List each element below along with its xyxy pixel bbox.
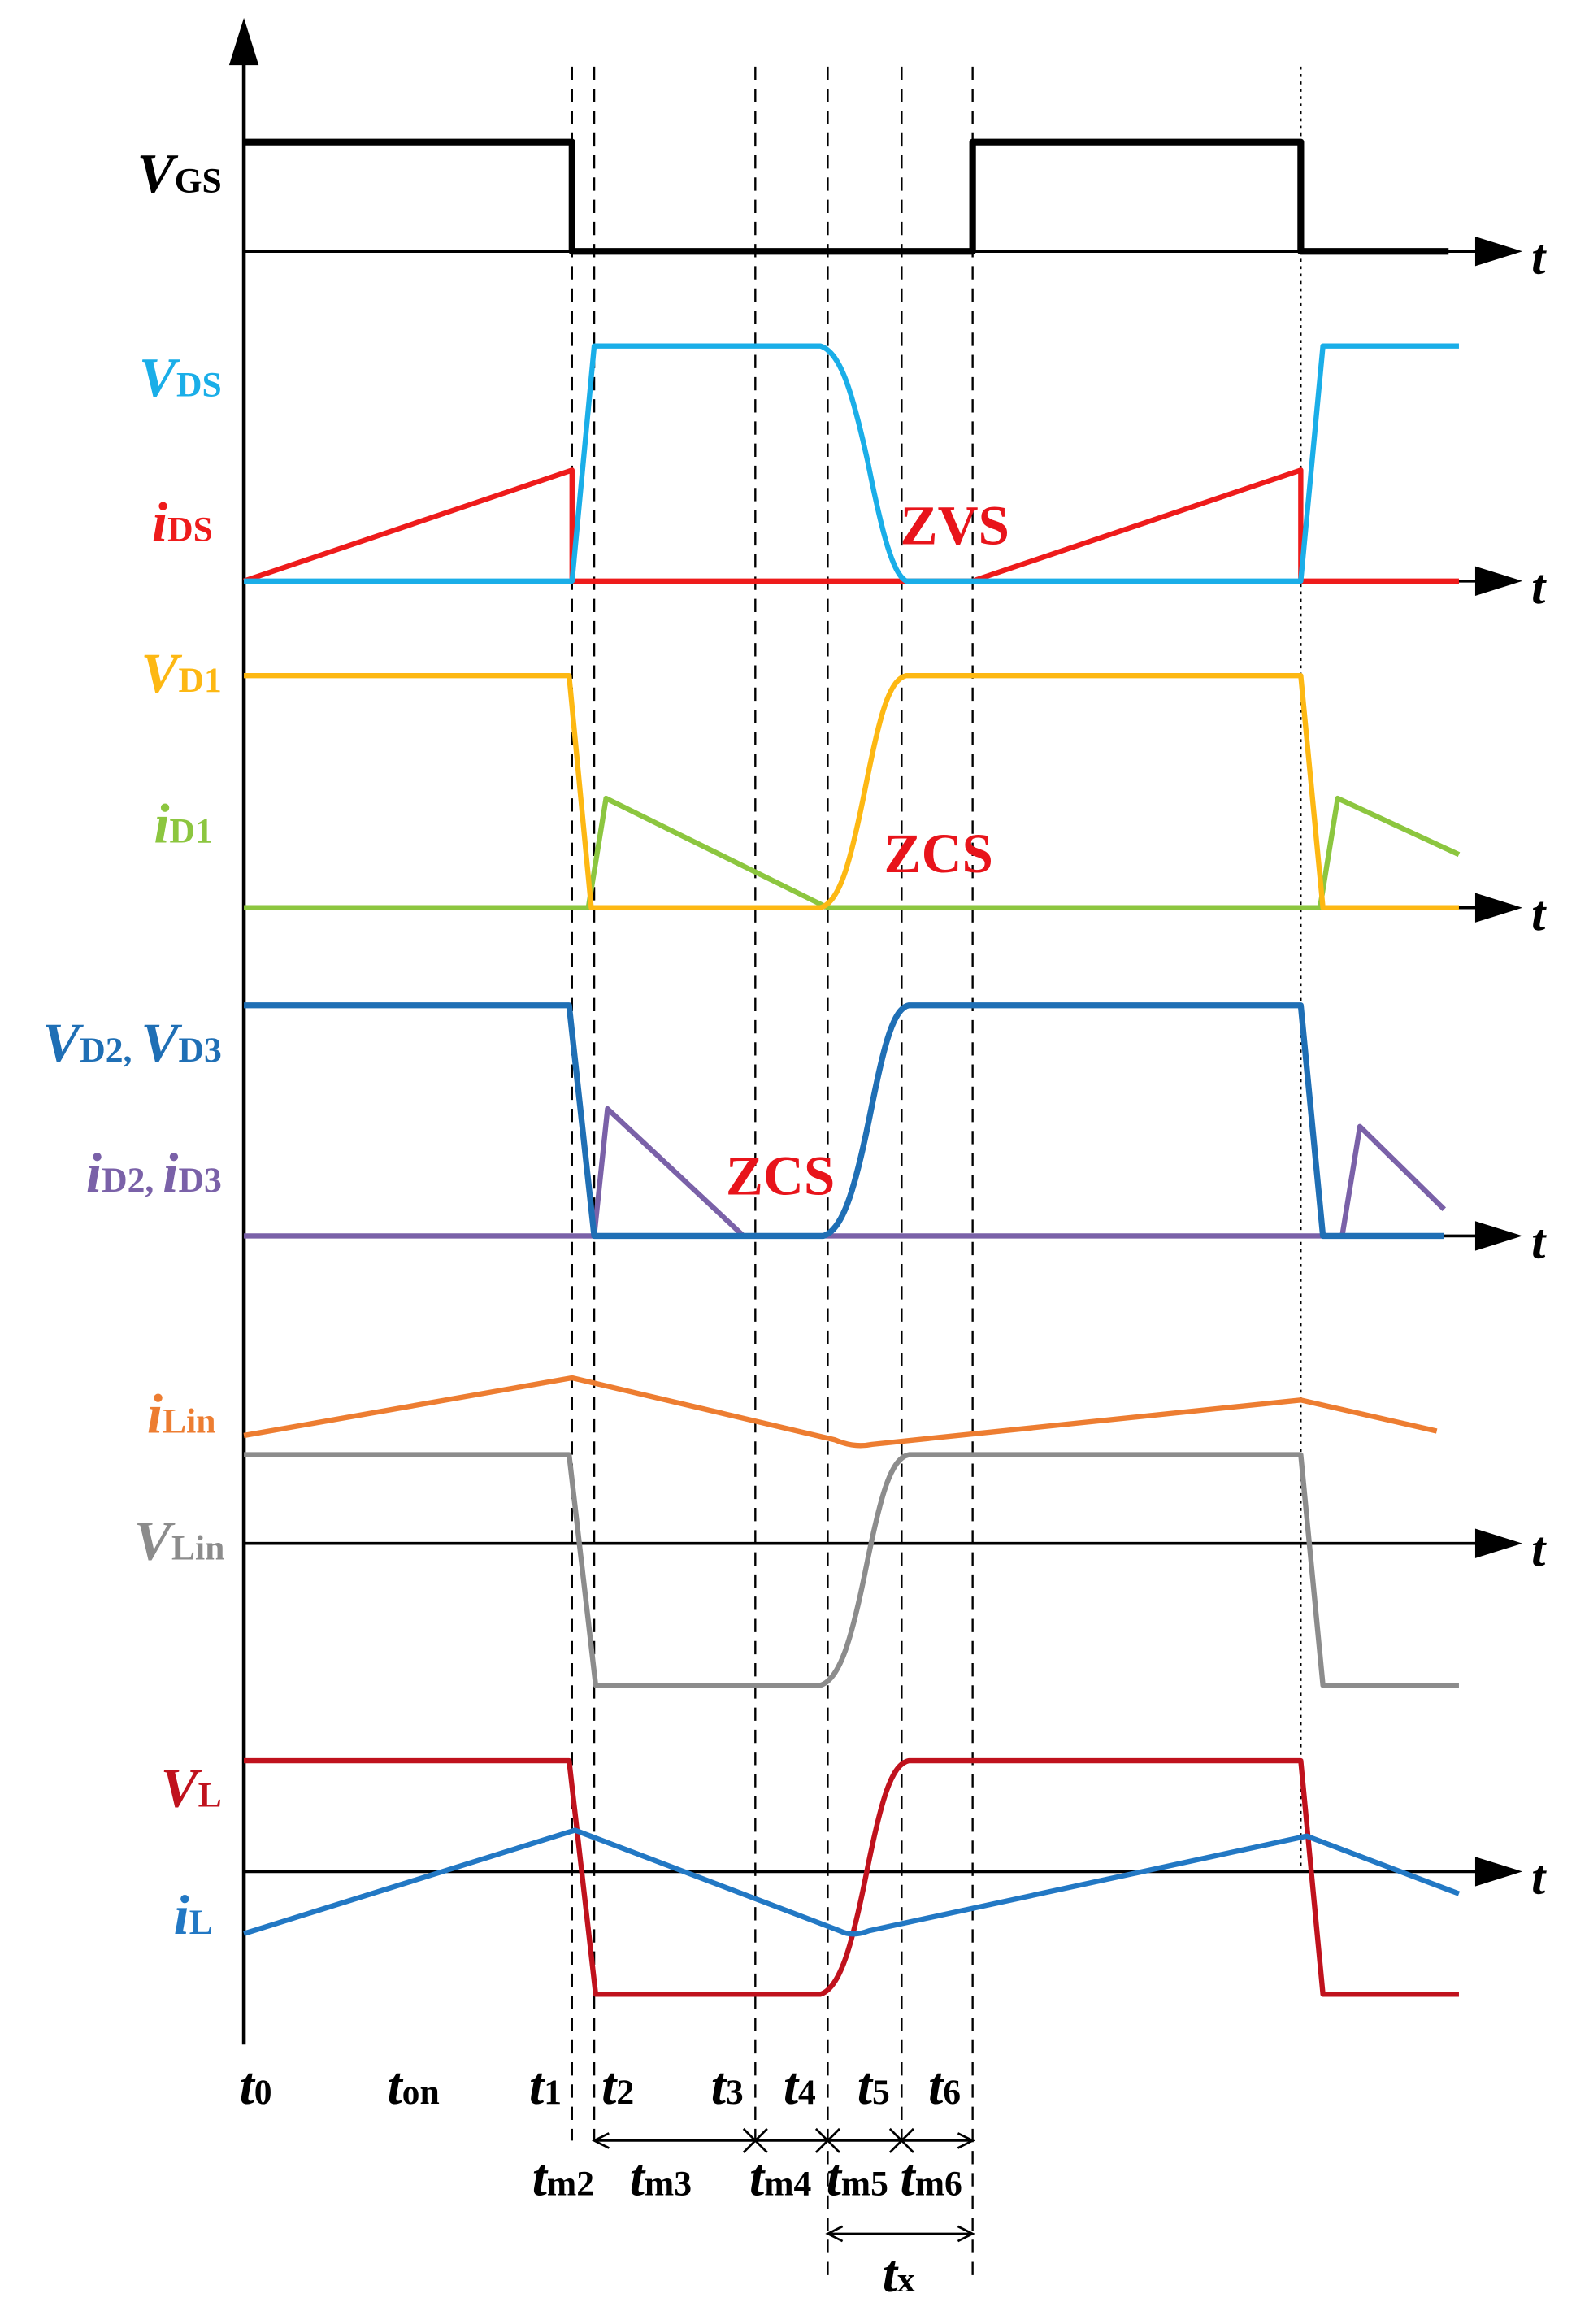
tx-range-arrow-left [825, 2225, 844, 2243]
time-label-t4: t4 [784, 2057, 816, 2116]
time-label-t0: t0 [240, 2057, 272, 2116]
waveforms [243, 138, 1461, 1997]
time-label-t3: t3 [711, 2057, 744, 2116]
signal-labels: VGS VDS iDS VD1 iD1 VD2, VD3 iD2, iD3 iLin… [42, 141, 224, 1945]
time-label-t1: t1 [529, 2057, 562, 2116]
interval-ranges [592, 2127, 975, 2243]
vd23-waveform [244, 1002, 1444, 1240]
cross-t5-b [888, 2127, 914, 2153]
axis-label-t-1: t [1531, 230, 1547, 285]
label-vds: VDS [139, 345, 222, 408]
axis-label-t-2: t [1531, 559, 1547, 615]
axis-label-t-4: t [1531, 1214, 1547, 1270]
ids-waveform [243, 467, 1459, 584]
interval-label-tm4: tm4 [749, 2149, 811, 2208]
ilin-waveform [243, 1375, 1438, 1449]
vd1-waveform [244, 672, 1459, 910]
interval-label-tm2: tm2 [532, 2149, 594, 2208]
time-axis-arrow-4 [1474, 1221, 1523, 1251]
id23-waveform [244, 1106, 1447, 1239]
label-il: iL [174, 1883, 213, 1946]
axis-labels: t t t t t t [1531, 230, 1547, 1905]
vertical-axis-arrow [228, 17, 259, 66]
vds-waveform [244, 343, 1459, 584]
label-vd23: VD2, VD3 [42, 1011, 222, 1074]
vgs-waveform [244, 138, 1449, 255]
time-axis-arrow-1 [1474, 237, 1523, 267]
time-label-t6: t6 [928, 2057, 961, 2116]
label-vl: VL [161, 1756, 222, 1818]
axis-label-t-5: t [1531, 1522, 1547, 1577]
label-vlin: VLin [134, 1510, 225, 1572]
interval-labels: tm2 tm3 tm4 tm5 tm6 tx [532, 2149, 962, 2304]
tm-range-arrow-right [957, 2132, 975, 2149]
zvs-annotation: ZVS [901, 493, 1009, 556]
label-vgs: VGS [137, 141, 221, 204]
time-axis-arrow-5 [1474, 1528, 1523, 1558]
vertical-axis [228, 17, 259, 2045]
time-axis-arrow-6 [1474, 1857, 1523, 1887]
interval-label-tm5: tm5 [827, 2149, 888, 2208]
time-labels: t0 ton t1 t2 t3 t4 t5 t6 [240, 2057, 961, 2116]
tm-range-arrow-left [592, 2132, 610, 2149]
time-axis-arrow-3 [1474, 893, 1523, 923]
time-label-t5: t5 [857, 2057, 890, 2116]
vlin-waveform [244, 1452, 1459, 1688]
zcs-annotation-d1: ZCS [884, 822, 993, 884]
label-id1: iD1 [154, 793, 213, 855]
label-vd1: VD1 [141, 641, 221, 704]
cross-t4-b [814, 2127, 840, 2153]
time-axis-arrow-2 [1474, 566, 1523, 596]
interval-label-tm3: tm3 [630, 2149, 692, 2208]
time-label-ton: ton [387, 2057, 439, 2116]
il-waveform [243, 1827, 1461, 1937]
vl-waveform [244, 1757, 1459, 1997]
cross-t3-b [742, 2127, 768, 2153]
annotations: ZVS ZCS ZCS [726, 493, 1009, 1206]
label-id23: iD2, iD3 [86, 1141, 222, 1204]
interval-label-tx: tx [883, 2245, 915, 2304]
time-label-t2: t2 [601, 2057, 634, 2116]
label-ids: iDS [152, 491, 213, 554]
id1-waveform [244, 795, 1461, 910]
tx-range-arrow-right [957, 2225, 975, 2243]
label-ilin: iLin [147, 1382, 216, 1444]
axis-label-t-3: t [1531, 886, 1547, 941]
interval-label-tm6: tm6 [901, 2149, 962, 2208]
zcs-annotation-d23: ZCS [726, 1145, 835, 1207]
axis-label-t-6: t [1531, 1850, 1547, 1905]
